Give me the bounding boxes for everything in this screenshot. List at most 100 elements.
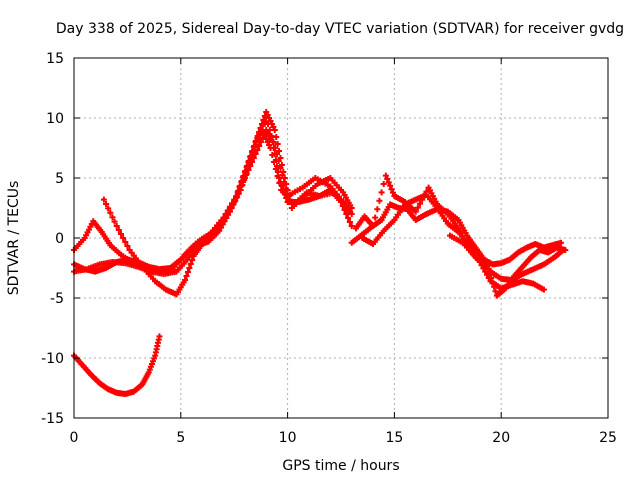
data-point	[489, 279, 496, 286]
data-point	[274, 173, 281, 179]
data-point	[115, 227, 122, 233]
data-point	[372, 214, 379, 221]
data-point	[218, 224, 225, 231]
data-point	[237, 187, 244, 193]
data-point	[103, 201, 110, 207]
data-point	[385, 179, 392, 186]
data-point	[100, 196, 107, 203]
data-point	[234, 194, 241, 201]
data-point	[261, 119, 268, 125]
data-point	[230, 201, 237, 208]
data-point	[272, 166, 279, 172]
data-point	[343, 211, 350, 217]
y-tick-label: 5	[55, 171, 64, 187]
data-point	[111, 218, 118, 225]
x-tick-label: 10	[279, 430, 297, 446]
y-axis-label: SDTVAR / TECUs	[6, 181, 22, 296]
data-series	[71, 109, 569, 397]
data-point	[384, 176, 391, 182]
x-tick-label: 20	[492, 430, 510, 446]
axis-ticks: 0 5 10 15 20 25 -15 -10 -5 0 5 10 15	[41, 51, 617, 446]
data-point	[389, 189, 396, 196]
data-point	[235, 190, 242, 197]
y-tick-label: -15	[41, 411, 64, 427]
data-point	[183, 273, 190, 279]
data-point	[232, 197, 239, 204]
data-point	[186, 265, 193, 271]
data-point	[187, 261, 194, 267]
data-point	[253, 142, 260, 148]
data-point	[491, 283, 498, 290]
data-point	[459, 232, 466, 239]
data-point	[124, 243, 131, 249]
data-point	[488, 275, 495, 281]
data-point	[346, 219, 353, 225]
data-point	[122, 239, 129, 245]
data-point	[348, 211, 355, 217]
series-track-d	[71, 127, 351, 277]
data-point	[417, 200, 424, 207]
data-point	[562, 247, 569, 253]
x-tick-label: 0	[70, 430, 79, 446]
data-point	[248, 157, 255, 163]
data-point	[226, 208, 233, 215]
data-point	[558, 239, 565, 246]
data-point	[378, 189, 385, 196]
data-point	[492, 288, 499, 295]
data-point	[486, 270, 493, 277]
data-point	[113, 223, 120, 229]
data-point	[370, 223, 377, 229]
data-point	[263, 115, 270, 121]
data-point	[219, 221, 226, 228]
data-point	[246, 162, 253, 168]
data-point	[382, 172, 389, 179]
data-point	[460, 236, 467, 243]
data-point	[540, 286, 547, 293]
data-point	[120, 235, 127, 241]
y-tick-label: 10	[46, 111, 64, 127]
data-point	[265, 121, 272, 127]
data-point	[109, 214, 116, 221]
series-track-f	[352, 201, 565, 268]
y-tick-label: -10	[41, 351, 64, 367]
data-point	[250, 152, 257, 158]
data-point	[270, 139, 277, 145]
y-tick-label: 0	[55, 231, 64, 247]
data-point	[242, 172, 249, 178]
data-point	[485, 266, 492, 273]
data-point	[387, 182, 394, 189]
data-point	[221, 218, 228, 225]
data-point	[276, 180, 283, 186]
data-point	[376, 197, 383, 204]
data-point	[414, 204, 421, 211]
data-point	[107, 209, 114, 216]
data-point	[105, 205, 112, 212]
data-point	[388, 186, 395, 193]
data-point	[244, 167, 251, 173]
grid-lines	[74, 58, 608, 418]
data-point	[117, 231, 124, 237]
data-point	[455, 225, 462, 232]
series-track-i	[446, 232, 569, 299]
data-point	[423, 188, 430, 195]
x-axis-label: GPS time / hours	[282, 458, 399, 474]
data-point	[344, 205, 351, 211]
series-track-b	[71, 109, 355, 274]
data-point	[271, 159, 278, 165]
data-point	[374, 206, 381, 213]
data-point	[268, 133, 275, 139]
data-point	[255, 137, 262, 143]
data-point	[223, 215, 230, 221]
data-point	[251, 147, 258, 153]
data-point	[419, 196, 426, 203]
x-tick-label: 5	[176, 430, 185, 446]
data-point	[225, 211, 232, 218]
data-point	[457, 229, 464, 235]
data-point	[239, 182, 246, 188]
data-point	[421, 192, 428, 199]
data-point	[266, 127, 273, 133]
series-track-e	[71, 333, 163, 397]
x-tick-label: 15	[385, 430, 403, 446]
